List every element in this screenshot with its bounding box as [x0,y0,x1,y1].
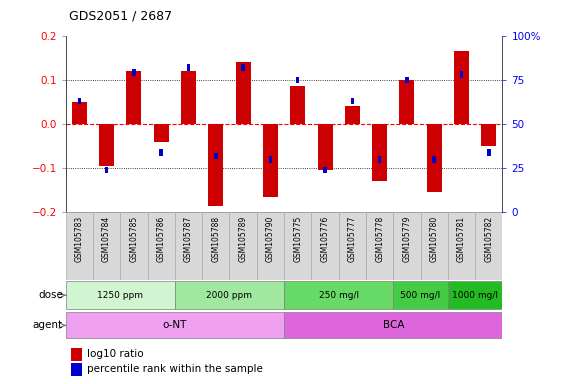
Text: GSM105775: GSM105775 [293,216,302,262]
Bar [66,313,284,338]
Bar [257,212,284,280]
Bar [311,212,339,280]
Text: 2000 ppm: 2000 ppm [207,291,252,300]
Text: o-NT: o-NT [163,320,187,331]
Bar [475,212,502,280]
Bar [317,124,332,170]
Bar [71,363,82,376]
Text: 1000 mg/l: 1000 mg/l [452,291,498,300]
Bar [99,124,114,166]
Bar [454,51,469,124]
Bar [448,212,475,280]
Text: GSM105783: GSM105783 [75,216,84,262]
Bar [268,156,272,163]
Bar [400,80,415,124]
Bar [448,281,502,310]
Bar [93,212,120,280]
Bar [487,149,490,156]
Bar [126,71,142,124]
Text: agent: agent [33,320,63,331]
Bar [175,212,202,280]
Bar [105,167,108,173]
Bar [202,212,230,280]
Text: GSM105788: GSM105788 [211,216,220,262]
Bar [345,106,360,124]
Text: GSM105786: GSM105786 [156,216,166,262]
Bar [351,98,354,104]
Bar [154,124,168,142]
Bar [481,124,496,146]
Text: GSM105784: GSM105784 [102,216,111,262]
Bar [393,281,448,310]
Bar [284,212,311,280]
Text: GSM105781: GSM105781 [457,216,466,262]
Bar [432,156,436,163]
Bar [66,281,175,310]
Bar [120,212,147,280]
Bar [159,149,163,156]
Text: GSM105787: GSM105787 [184,216,193,262]
Bar [296,76,300,83]
Bar [290,86,305,124]
Text: 250 mg/l: 250 mg/l [319,291,359,300]
Text: 500 mg/l: 500 mg/l [400,291,441,300]
Bar [181,71,196,124]
Bar [242,64,245,71]
Bar [187,64,190,71]
Text: GSM105779: GSM105779 [403,216,412,262]
Bar [284,313,502,338]
Text: GSM105777: GSM105777 [348,216,357,262]
Text: GSM105785: GSM105785 [130,216,138,262]
Text: GDS2051 / 2687: GDS2051 / 2687 [69,9,172,22]
Text: log10 ratio: log10 ratio [87,349,144,359]
Text: GSM105789: GSM105789 [239,216,248,262]
Bar [460,71,463,78]
Bar [175,281,284,310]
Text: GSM105780: GSM105780 [430,216,439,262]
Bar [366,212,393,280]
Bar [66,212,93,280]
Text: GSM105776: GSM105776 [320,216,329,262]
Bar [71,348,82,361]
Bar [230,212,257,280]
Bar [284,281,393,310]
Bar [214,152,218,159]
Text: GSM105778: GSM105778 [375,216,384,262]
Bar [339,212,366,280]
Bar [378,156,381,163]
Text: BCA: BCA [383,320,404,331]
Bar [372,124,387,182]
Bar [427,124,442,192]
Bar [78,98,81,104]
Text: GSM105790: GSM105790 [266,216,275,262]
Text: percentile rank within the sample: percentile rank within the sample [87,364,263,374]
Bar [393,212,421,280]
Text: dose: dose [38,290,63,300]
Text: 1250 ppm: 1250 ppm [97,291,143,300]
Text: GSM105782: GSM105782 [484,216,493,262]
Bar [323,167,327,173]
Bar [147,212,175,280]
Bar [405,76,409,83]
Bar [208,124,223,206]
Bar [132,70,136,76]
Bar [72,102,87,124]
Bar [236,62,251,124]
Bar [263,124,278,197]
Bar [421,212,448,280]
